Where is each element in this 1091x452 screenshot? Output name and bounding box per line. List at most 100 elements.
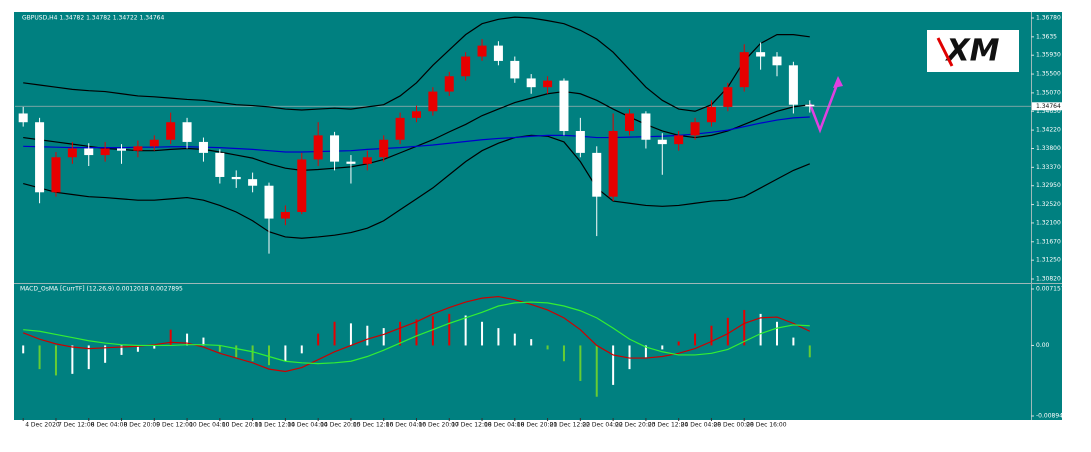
histogram-bar (366, 325, 369, 346)
y-tick-label: 1.33800 (1036, 145, 1061, 152)
x-tick-label: 28 Dec 00:00 (713, 422, 754, 429)
indicator-line (22, 295, 811, 373)
candle-body (313, 135, 323, 160)
candle-body (51, 157, 61, 193)
y-tick-label: 1.35930 (1036, 52, 1061, 59)
x-tick-label: 22 Dec 20:00 (615, 422, 656, 429)
histogram-bar (54, 345, 57, 376)
candle-body (362, 157, 372, 164)
candle-body (657, 139, 667, 145)
histogram-bar (399, 321, 402, 346)
x-tick-label: 21 Dec 12:00 (550, 422, 591, 429)
candle-body (395, 117, 405, 140)
histogram-bar (481, 321, 484, 346)
histogram-bar (317, 333, 320, 346)
x-tick-label: 11 Dec 12:00 (255, 422, 296, 429)
histogram-bar (612, 345, 615, 385)
candle-body (739, 52, 749, 88)
histogram-bar (104, 345, 107, 363)
histogram-bar (530, 339, 533, 346)
candle-body (133, 146, 143, 151)
y-tick-label: 1.35500 (1036, 71, 1061, 78)
histogram-bar (759, 313, 762, 346)
x-tick-label: 28 Dec 16:00 (746, 422, 787, 429)
histogram-bar (513, 333, 516, 346)
histogram-bar (661, 345, 664, 350)
candle-body (805, 104, 815, 107)
y-tick-label: 1.34220 (1036, 127, 1061, 134)
candle-body (641, 113, 651, 140)
x-tick-label: 9 Dec 12:00 (156, 422, 193, 429)
x-tick-label: 24 Dec 04:00 (681, 422, 722, 429)
candle-body (510, 60, 520, 79)
candle-body (18, 113, 28, 123)
candle-body (198, 141, 208, 153)
histogram-bar (251, 345, 254, 362)
candle-body (264, 185, 274, 219)
candle-body (772, 56, 782, 66)
candle-body (592, 152, 602, 197)
candle-body (444, 76, 454, 92)
histogram-bar (169, 329, 172, 346)
candle-body (526, 78, 536, 88)
current-price-box (1032, 102, 1062, 111)
candle-body (280, 211, 290, 219)
indicator-title: MACD_OsMA [CurrTF] (12,26,9) 0.0012018 0… (20, 286, 183, 293)
histogram-bar (415, 319, 418, 346)
candle-body (35, 122, 45, 193)
y-tick-label: 1.32950 (1036, 182, 1061, 189)
y-tick-label: -0.008943 (1036, 413, 1067, 420)
candle-body (625, 113, 635, 131)
x-tick-label: 8 Dec 04:00 (91, 422, 128, 429)
candle-body (100, 148, 110, 156)
histogram-bar (448, 313, 451, 346)
histogram-bar (497, 328, 500, 346)
histogram-bar (186, 333, 189, 346)
candle-body (67, 148, 77, 158)
histogram-bar (38, 345, 41, 370)
histogram-bar (579, 345, 582, 381)
candle-body (297, 159, 307, 212)
histogram-bar (562, 345, 565, 362)
histogram-bar (710, 325, 713, 346)
y-tick-label: 0.007157 (1036, 286, 1065, 293)
x-tick-label: 8 Dec 20:00 (124, 422, 161, 429)
candle-body (756, 52, 766, 57)
candle-body (674, 135, 684, 145)
candle-body (543, 80, 553, 88)
x-tick-label: 22 Dec 04:00 (582, 422, 623, 429)
x-tick-label: 16 Dec 04:00 (386, 422, 427, 429)
histogram-bar (71, 345, 74, 374)
histogram-bar (349, 323, 352, 346)
candle-body (346, 161, 356, 164)
x-tick-label: 23 Dec 12:00 (648, 422, 689, 429)
y-tick-label: 1.35070 (1036, 89, 1061, 96)
y-tick-label: 1.36780 (1036, 15, 1061, 22)
candle-body (788, 65, 798, 105)
y-tick-label: 0.00 (1036, 342, 1050, 349)
y-tick-label: 1.33370 (1036, 164, 1061, 171)
histogram-bar (120, 345, 123, 355)
x-tick-label: 4 Dec 2020 (25, 422, 60, 429)
indicator-line (23, 301, 810, 365)
histogram-bar (431, 316, 434, 346)
x-tick-label: 10 Dec 20:00 (222, 422, 263, 429)
histogram-bar (628, 345, 631, 370)
x-tick-label: 15 Dec 12:00 (353, 422, 394, 429)
histogram-bar (22, 345, 25, 354)
candle-body (428, 91, 438, 112)
histogram-bar (333, 321, 336, 346)
histogram-bar (153, 345, 156, 349)
histogram-bar (268, 345, 270, 366)
candle-body (559, 80, 569, 131)
candle-body (330, 135, 340, 162)
logo: XM (945, 34, 1000, 69)
x-tick-label: 18 Dec 20:00 (517, 422, 558, 429)
histogram-bar (792, 337, 795, 346)
histogram-bar (382, 328, 385, 346)
histogram-bar (87, 345, 90, 370)
candle-body (215, 152, 225, 177)
x-tick-label: 10 Dec 04:00 (189, 422, 230, 429)
indicator-line (23, 134, 810, 239)
